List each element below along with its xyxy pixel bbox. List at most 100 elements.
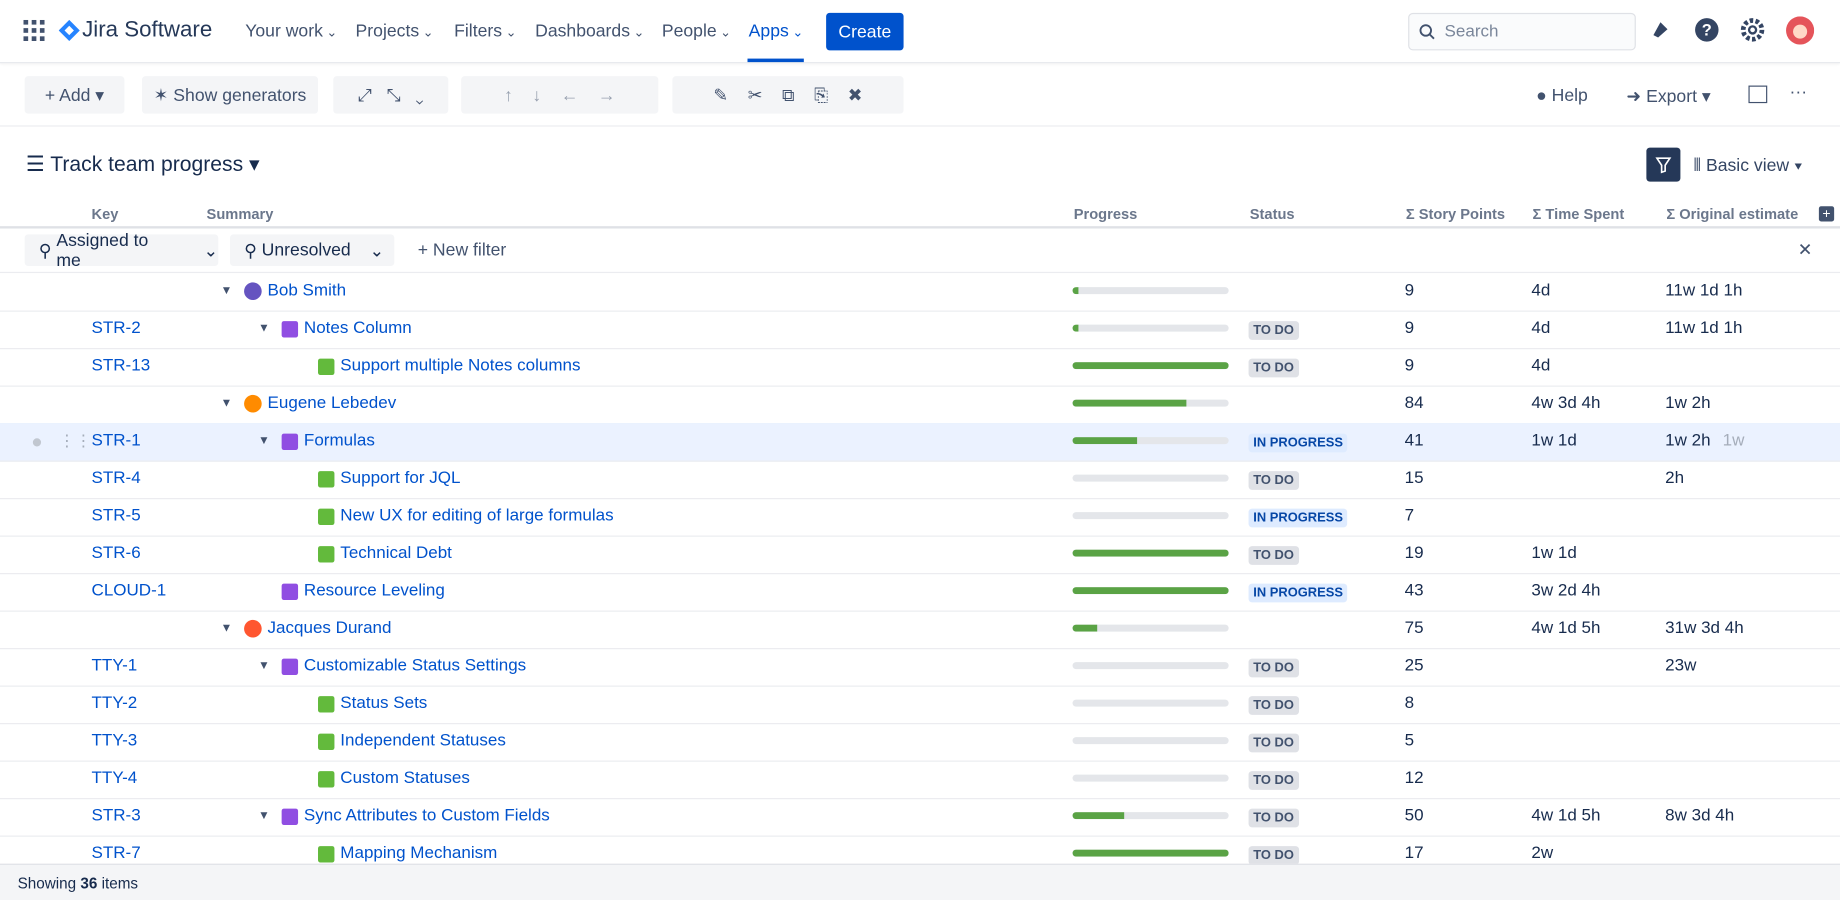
- issue-key[interactable]: STR-13: [91, 356, 151, 375]
- issue-key[interactable]: STR-3: [91, 806, 141, 825]
- assignee-name[interactable]: Jacques Durand: [267, 618, 392, 638]
- tree-row[interactable]: TTY-2 Status Sets TO DO 8: [0, 686, 1840, 725]
- issue-key[interactable]: CLOUD-1: [91, 581, 167, 600]
- tree-row[interactable]: ▼ Eugene Lebedev 84 4w 3d 4h 1w 2h: [0, 386, 1840, 425]
- view-selector[interactable]: ⦀ Basic view ▾: [1693, 155, 1803, 176]
- structure-title[interactable]: ☰ Track team progress ▾: [25, 152, 260, 176]
- panel-toggle[interactable]: [1748, 85, 1768, 104]
- create-button[interactable]: Create: [826, 12, 904, 51]
- issue-key[interactable]: STR-2: [91, 318, 141, 338]
- tree-row[interactable]: STR-3 ▼ Sync Attributes to Custom Fields TO…: [0, 798, 1840, 837]
- notifications[interactable]: [1649, 19, 1672, 42]
- expand-group[interactable]: ⤢ ⤡ ⌄: [333, 76, 449, 114]
- tree-row[interactable]: TTY-1 ▼ Customizable Status Settings TO DO 2…: [0, 648, 1840, 687]
- menu-item[interactable]: Your work ⌄: [245, 21, 337, 41]
- issue-key[interactable]: STR-7: [91, 843, 141, 863]
- search-box[interactable]: Search: [1408, 12, 1636, 51]
- tree-row[interactable]: TTY-3 Independent Statuses TO DO 5: [0, 723, 1840, 762]
- issue-key[interactable]: TTY-2: [91, 693, 138, 713]
- expand-toggle[interactable]: ▼: [258, 434, 270, 448]
- tree-row[interactable]: ▼ Jacques Durand 75 4w 1d 5h 31w 3d 4h: [0, 611, 1840, 650]
- assignee-name[interactable]: Eugene Lebedev: [267, 393, 397, 413]
- progress-bar: [1072, 737, 1229, 745]
- issue-summary[interactable]: Notes Column: [303, 318, 412, 338]
- edit-group[interactable]: ✎ ✂ ⧉ ⎘ ✖: [672, 76, 904, 114]
- issue-summary[interactable]: New UX for editing of large formulas: [340, 506, 614, 525]
- menu-item[interactable]: Dashboards ⌄: [535, 21, 644, 41]
- menu-item[interactable]: Projects ⌄: [356, 21, 434, 41]
- filter-toggle[interactable]: [1646, 147, 1681, 182]
- issue-summary[interactable]: Sync Attributes to Custom Fields: [303, 806, 550, 825]
- expand-toggle[interactable]: ▼: [220, 622, 233, 636]
- expand-toggle[interactable]: ▼: [258, 809, 270, 823]
- issue-key[interactable]: TTY-1: [91, 656, 138, 675]
- progress-fill: [1072, 812, 1125, 820]
- issue-summary[interactable]: Formulas: [303, 431, 375, 450]
- issue-key[interactable]: STR-6: [91, 543, 141, 563]
- column-header[interactable]: Σ Story Points: [1405, 206, 1506, 223]
- issue-summary[interactable]: Independent Statuses: [340, 731, 506, 750]
- add-button[interactable]: + Add ▾: [24, 76, 125, 114]
- assignee-avatar: [244, 282, 262, 300]
- expand-toggle[interactable]: ▼: [258, 322, 270, 336]
- column-header[interactable]: Σ Time Spent: [1532, 206, 1625, 223]
- help-button[interactable]: ● Help: [1536, 85, 1588, 106]
- more-button[interactable]: ···: [1789, 82, 1808, 102]
- settings[interactable]: [1740, 18, 1765, 43]
- tree-row[interactable]: STR-4 Support for JQL TO DO 15 2h: [0, 461, 1840, 500]
- tree-row[interactable]: ▼ Bob Smith 9 4d 11w 1d 1h: [0, 273, 1840, 312]
- issue-summary[interactable]: Support multiple Notes columns: [340, 356, 581, 375]
- issue-summary[interactable]: Resource Leveling: [303, 581, 445, 600]
- column-header[interactable]: Key: [91, 206, 119, 223]
- generators-button[interactable]: ✶ Show generators: [141, 76, 319, 114]
- menu-label: Filters: [454, 21, 503, 42]
- help-icon[interactable]: ?: [1694, 18, 1719, 43]
- issue-key[interactable]: TTY-3: [91, 731, 138, 750]
- tree-row[interactable]: ⋮⋮ STR-1 ▼ Formulas IN PROGRESS 41 1w 1d 1w 2h 1…: [0, 423, 1840, 462]
- avatar[interactable]: [1786, 16, 1815, 45]
- issue-summary[interactable]: Status Sets: [340, 693, 428, 713]
- column-header[interactable]: Summary: [206, 206, 274, 223]
- column-header[interactable]: Σ Original estimate: [1666, 206, 1799, 223]
- issue-summary[interactable]: Technical Debt: [340, 543, 452, 563]
- time-spent: 4d: [1531, 318, 1551, 338]
- tree-row[interactable]: STR-13 Support multiple Notes columns TO D…: [0, 348, 1840, 387]
- story-icon: [318, 358, 335, 375]
- filter-unresolved[interactable]: ⚲ Unresolved ⌄: [230, 234, 395, 267]
- assignee-name[interactable]: Bob Smith: [267, 281, 347, 300]
- tree-row[interactable]: STR-5 New UX for editing of large formula…: [0, 498, 1840, 537]
- expand-toggle[interactable]: ▼: [258, 659, 270, 673]
- menu-item[interactable]: Apps ⌄: [749, 21, 803, 41]
- column-header[interactable]: Status: [1249, 206, 1295, 223]
- issue-key[interactable]: STR-4: [91, 468, 141, 488]
- column-header[interactable]: Progress: [1073, 206, 1138, 223]
- tree-row[interactable]: TTY-4 Custom Statuses TO DO 12: [0, 761, 1840, 800]
- issue-summary[interactable]: Custom Statuses: [340, 768, 470, 788]
- menu-item[interactable]: People ⌄: [662, 21, 731, 41]
- export-button[interactable]: ➜ Export ▾: [1626, 86, 1711, 107]
- move-group[interactable]: ↑ ↓ ← →: [461, 76, 659, 114]
- expand-toggle[interactable]: ▼: [220, 284, 233, 298]
- footer-prefix: Showing: [17, 874, 77, 892]
- issue-key[interactable]: TTY-4: [91, 768, 138, 788]
- tree-row[interactable]: CLOUD-1 Resource Leveling IN PROGRESS 43 3w …: [0, 573, 1840, 612]
- product-name[interactable]: Jira Software: [82, 17, 213, 43]
- filter-assigned[interactable]: ⚲ Assigned to me ⌄: [24, 230, 219, 270]
- issue-summary[interactable]: Mapping Mechanism: [340, 843, 498, 863]
- menu-item[interactable]: Filters ⌄: [454, 21, 516, 41]
- issue-summary[interactable]: Customizable Status Settings: [303, 656, 527, 675]
- issue-summary[interactable]: Support for JQL: [340, 468, 461, 488]
- clear-filters[interactable]: ✕: [1797, 240, 1813, 261]
- add-column[interactable]: +: [1818, 206, 1835, 222]
- expand-toggle[interactable]: ▼: [220, 397, 233, 411]
- tree-row[interactable]: STR-2 ▼ Notes Column TO DO 9 4d 11w 1d 1h: [0, 311, 1840, 350]
- new-filter[interactable]: + New filter: [417, 240, 507, 261]
- app-switcher[interactable]: [23, 19, 45, 42]
- issue-key[interactable]: STR-5: [91, 506, 141, 525]
- issue-key[interactable]: STR-1: [91, 431, 141, 450]
- drag-handle[interactable]: ⋮⋮: [58, 431, 92, 450]
- status-lozenge: TO DO: [1248, 658, 1299, 678]
- tree-row[interactable]: STR-6 Technical Debt TO DO 19 1w 1d: [0, 536, 1840, 575]
- original-estimate: 31w 3d 4h: [1665, 618, 1744, 638]
